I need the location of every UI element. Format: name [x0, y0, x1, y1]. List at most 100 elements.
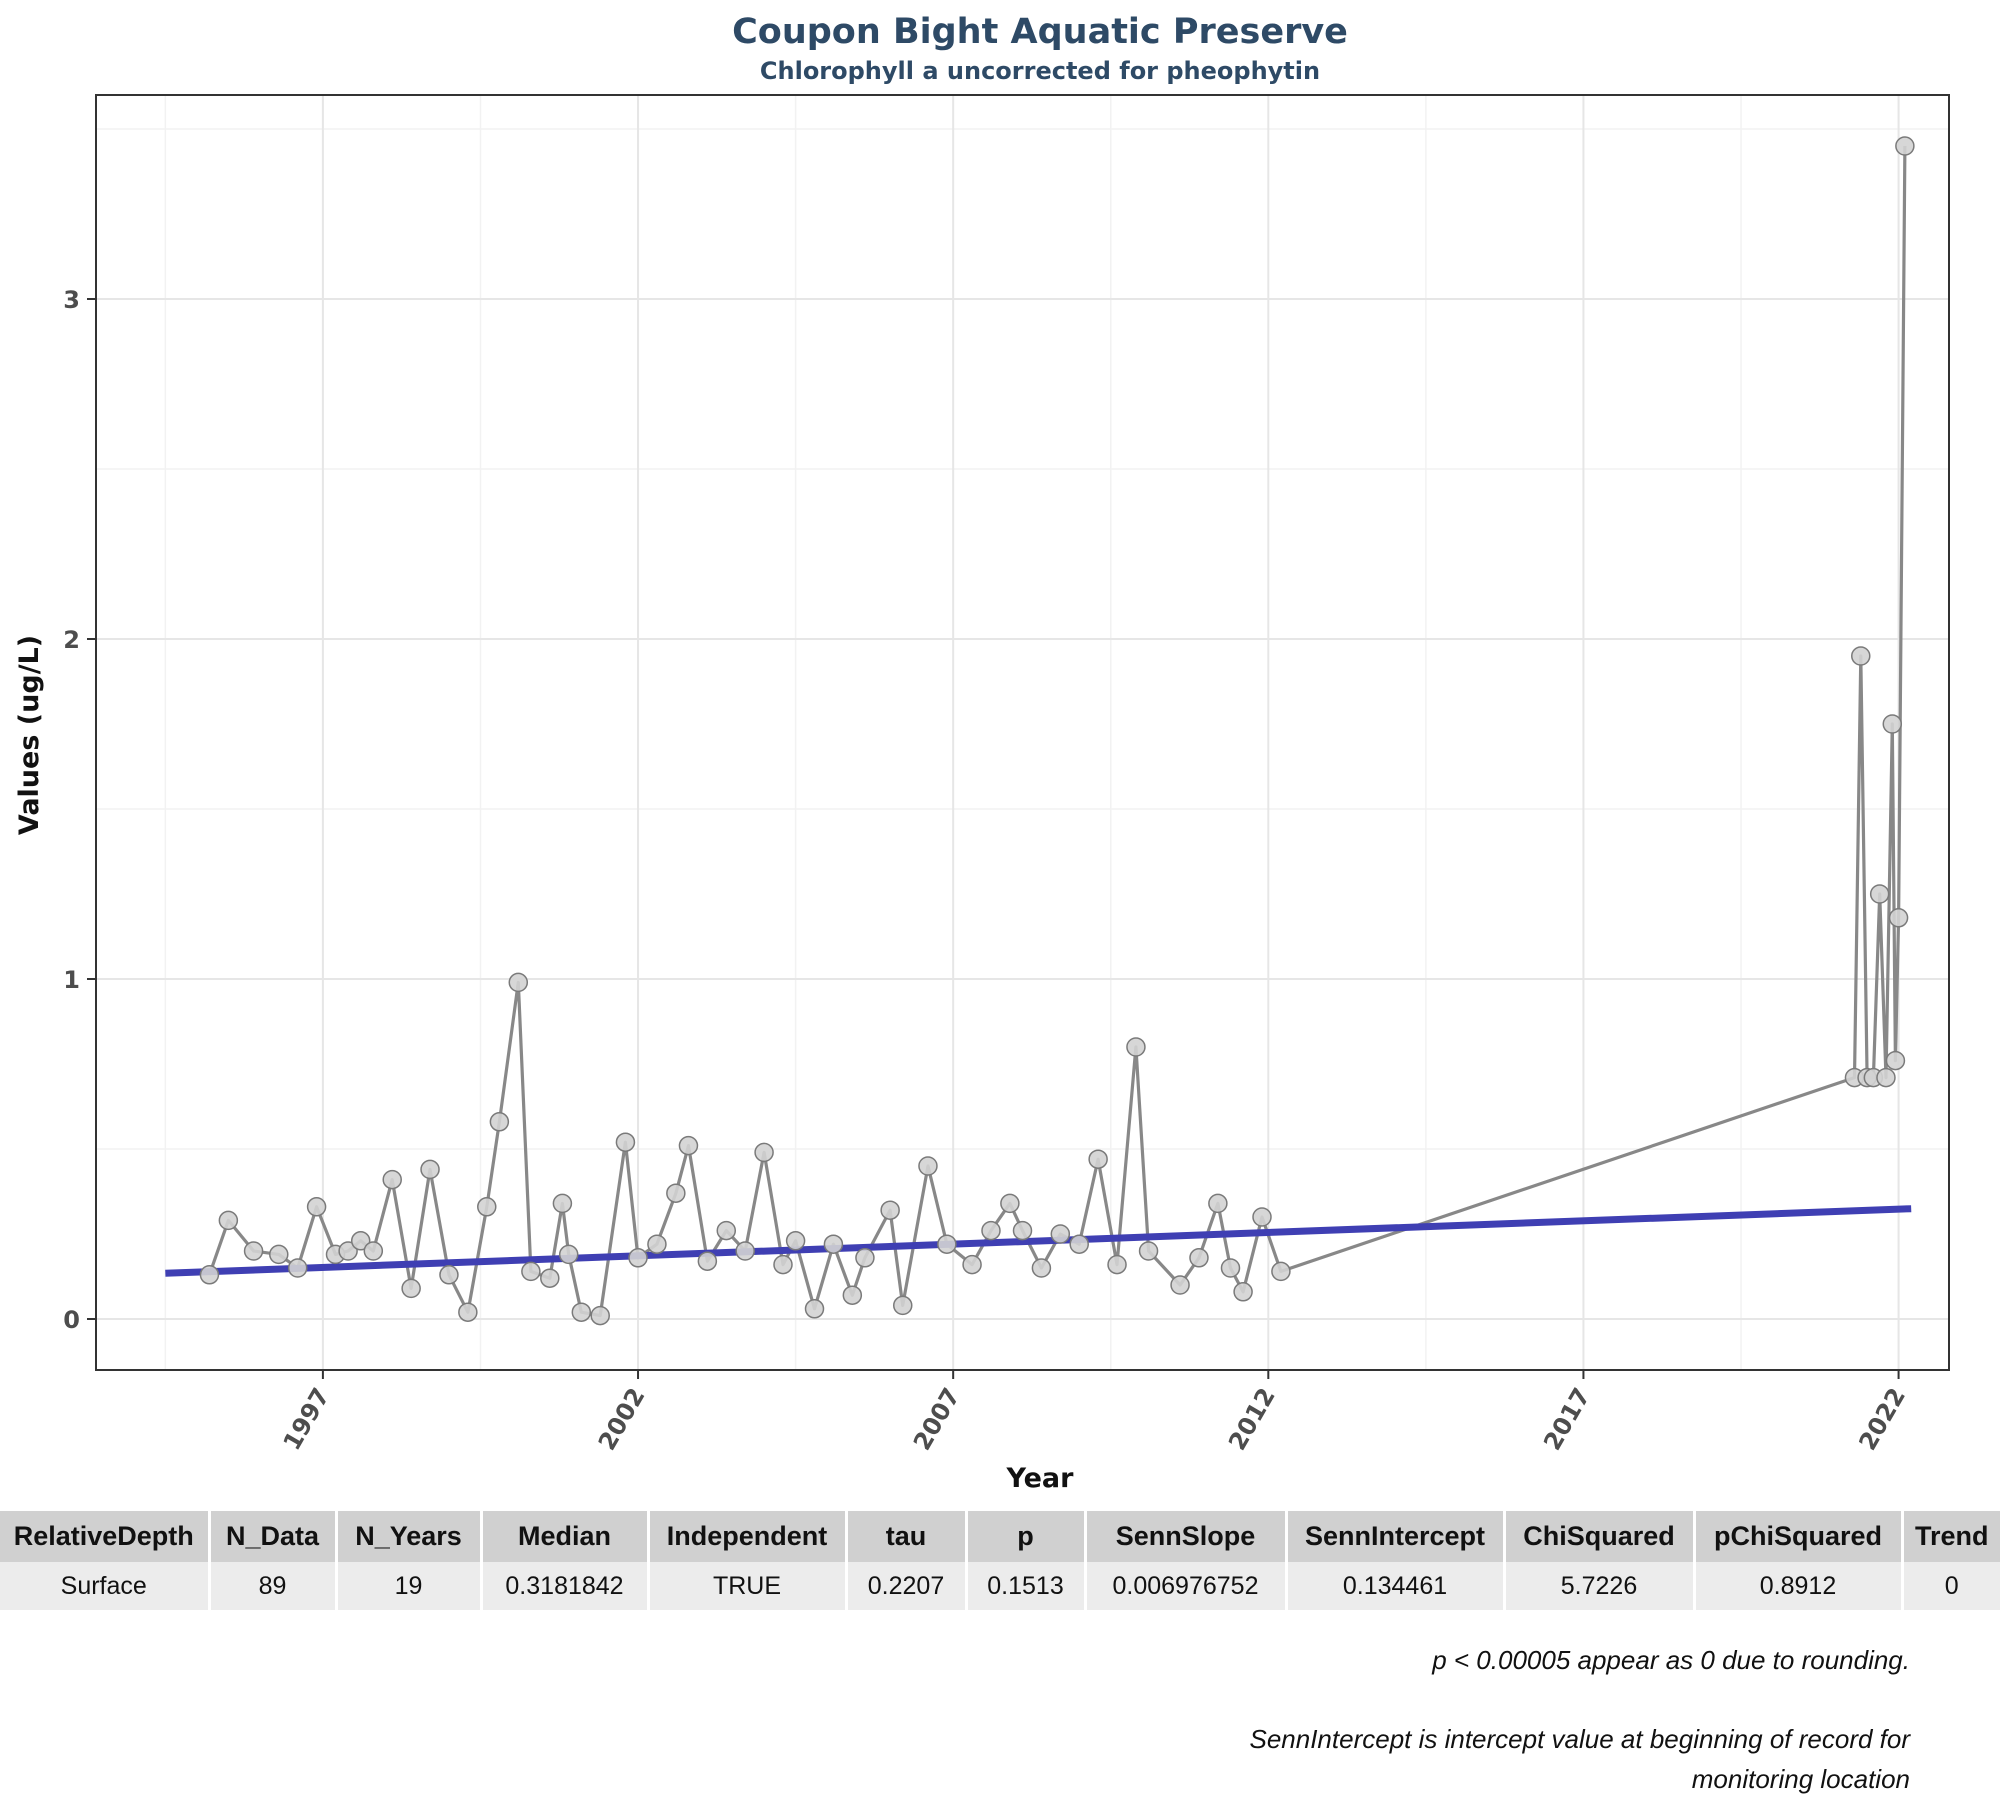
data-point [823, 1234, 844, 1254]
data-point [1888, 908, 1909, 928]
data-point [338, 1241, 358, 1261]
table-row: Surface 89 19 0.3181842 TRUE 0.2207 0.15… [0, 1562, 2000, 1610]
chart-title: Coupon Bight Aquatic Preserve [732, 12, 1348, 52]
gridlines [96, 95, 1949, 1370]
data-point [363, 1241, 384, 1261]
table-header-cell: Median [481, 1511, 650, 1562]
table-cell: 0.1513 [966, 1562, 1087, 1610]
data-point [350, 1231, 371, 1251]
trend-layer [165, 1205, 1912, 1277]
data-point [1876, 1067, 1896, 1088]
data-point [855, 1248, 875, 1268]
data-point [420, 1159, 440, 1180]
x-tick-label: 2002 [593, 1383, 651, 1455]
x-tick-label: 2007 [908, 1383, 966, 1455]
data-point [842, 1285, 863, 1305]
data-point [521, 1261, 541, 1282]
data-point [590, 1305, 610, 1326]
y-tick-label: 0 [63, 1306, 80, 1334]
table-cell: 19 [336, 1562, 483, 1610]
data-point [647, 1234, 667, 1254]
data-point [804, 1299, 825, 1319]
table-header-cell: RelativeDepth [0, 1511, 211, 1562]
plot-panel [96, 95, 1949, 1370]
data-point [666, 1183, 686, 1203]
data-point [508, 972, 529, 993]
data-point [937, 1234, 957, 1254]
table-header-cell: Trend [1902, 1511, 2000, 1562]
table-cell: 0.134461 [1286, 1562, 1506, 1610]
data-point [678, 1135, 699, 1156]
y-axis-title: Values (ug/L) [14, 635, 45, 835]
data-point [754, 1142, 774, 1163]
table-header-cell: tau [846, 1511, 968, 1562]
footnote-rounding: p < 0.00005 appear as 0 due to rounding. [1432, 1645, 1910, 1675]
data-point [785, 1231, 806, 1251]
data-point [1189, 1248, 1209, 1268]
table-header-cell: SennIntercept [1286, 1511, 1506, 1562]
data-point [458, 1302, 478, 1322]
data-point [1031, 1258, 1052, 1278]
table-header-cell: SennSlope [1085, 1511, 1288, 1562]
data-point [1851, 646, 1871, 666]
data-point [880, 1200, 900, 1220]
chart-subtitle: Chlorophyll a uncorrected for pheophytin [760, 57, 1320, 85]
data-point [1885, 1050, 1906, 1071]
data-point [1170, 1275, 1190, 1295]
data-point [243, 1241, 264, 1261]
data-point [1882, 714, 1903, 734]
table-cell: 0.3181842 [481, 1562, 650, 1610]
data-point [716, 1220, 737, 1241]
axis-ticks [87, 298, 1900, 1379]
table-cell: 5.7226 [1504, 1562, 1696, 1610]
stats-table: RelativeDepth N_Data N_Years Median Inde… [0, 1511, 2000, 1610]
data-point [558, 1244, 579, 1265]
x-tick-label: 2022 [1853, 1383, 1911, 1455]
data-point [1107, 1254, 1127, 1275]
x-tick-label: 2012 [1223, 1383, 1281, 1455]
table-header-cell: N_Data [209, 1511, 338, 1562]
chart: Coupon Bight Aquatic Preserve Chlorophyl… [14, 12, 1950, 1490]
data-point [287, 1258, 308, 1278]
data-points [199, 136, 1915, 1326]
table-cell: 0.8912 [1694, 1562, 1904, 1610]
table-header-row: RelativeDepth N_Data N_Years Median Inde… [0, 1511, 2000, 1562]
data-point [1220, 1258, 1241, 1278]
x-axis-tick-labels: 1997 2002 2007 2012 2017 2022 [278, 1383, 1911, 1455]
x-tick-label: 1997 [278, 1383, 336, 1455]
x-axis-title: Year [1006, 1463, 1075, 1490]
data-point [439, 1265, 459, 1285]
data-point [269, 1244, 289, 1265]
data-point [962, 1254, 982, 1275]
data-point [1895, 136, 1915, 156]
data-point [615, 1132, 636, 1152]
footnote-intercept: SennIntercept is intercept value at begi… [1249, 1724, 1910, 1794]
table-cell: 0.2207 [846, 1562, 968, 1610]
y-tick-label: 2 [63, 626, 80, 654]
data-point [773, 1254, 793, 1275]
data-point [477, 1197, 497, 1217]
data-point [1126, 1037, 1146, 1057]
table-header-cell: ChiSquared [1504, 1511, 1696, 1562]
table-cell: Surface [0, 1562, 211, 1610]
y-tick-label: 1 [63, 966, 80, 994]
data-point [571, 1302, 592, 1322]
data-point [1012, 1220, 1033, 1241]
y-tick-label: 3 [63, 286, 80, 314]
data-point [401, 1278, 421, 1299]
data-point [382, 1169, 402, 1190]
data-point [1050, 1224, 1071, 1244]
data-point [628, 1248, 648, 1268]
data-point [218, 1210, 239, 1231]
plot-border [95, 94, 1950, 1371]
data-point [552, 1193, 573, 1214]
table-cell: 0 [1902, 1562, 2000, 1610]
table-cell: 0.006976752 [1085, 1562, 1288, 1610]
data-point [1088, 1149, 1108, 1169]
data-point [1208, 1193, 1228, 1214]
data-point [1000, 1193, 1020, 1214]
data-point [1252, 1207, 1272, 1227]
data-point [1233, 1282, 1253, 1302]
data-point [1138, 1241, 1159, 1261]
data-point [981, 1220, 1001, 1241]
